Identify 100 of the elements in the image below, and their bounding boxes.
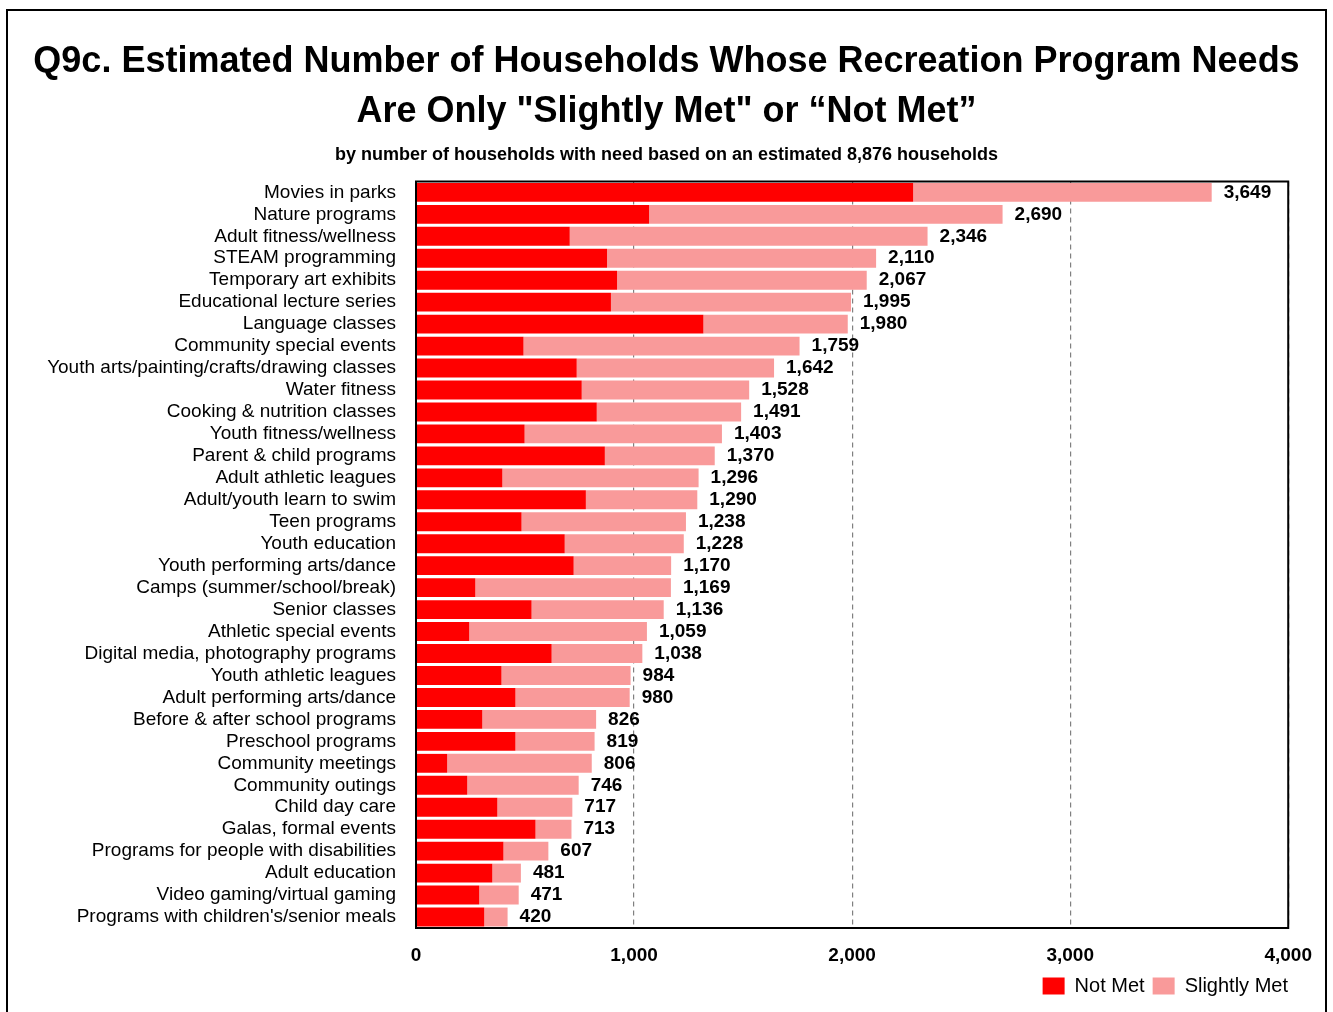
bar (484, 907, 508, 927)
bar (416, 402, 597, 422)
y-tick-label: Community special events (174, 334, 396, 356)
total-label: 2,067 (878, 268, 927, 290)
y-tick-label: Video gaming/virtual gaming (156, 883, 396, 905)
y-tick-label: Movies in parks (264, 180, 396, 202)
bar (416, 556, 574, 576)
bar (535, 819, 572, 839)
bar (416, 687, 516, 707)
bar (576, 358, 775, 378)
total-label: 1,370 (726, 444, 775, 466)
x-tick-label: 1,000 (610, 943, 658, 965)
bar (913, 182, 1212, 202)
bar (703, 314, 848, 334)
bar (585, 490, 698, 510)
y-tick-label: Camps (summer/school/break) (136, 575, 396, 597)
total-label: 1,136 (675, 597, 724, 619)
bar (447, 753, 592, 773)
bar (501, 666, 631, 685)
bar (416, 841, 504, 861)
bar (515, 731, 595, 751)
y-tick-label: Educational lecture series (178, 290, 396, 312)
bar (617, 270, 867, 290)
total-label: 806 (603, 751, 636, 773)
bar (416, 468, 503, 488)
bar (416, 358, 577, 378)
total-label: 1,995 (863, 290, 911, 312)
chart-subtitle: by number of households with need based on an estimated 8,876 households (333, 143, 1000, 165)
bar (551, 644, 643, 663)
bar (502, 468, 699, 488)
bar (416, 600, 532, 620)
y-tick-label: Adult/youth learn to swim (183, 488, 396, 510)
total-label: 1,403 (733, 422, 782, 444)
legend-label: Slightly Met (1184, 973, 1289, 996)
bar (416, 753, 448, 773)
y-tick-label: Temporary art exhibits (209, 268, 396, 290)
x-tick-label: 0 (410, 943, 422, 965)
total-label: 1,528 (761, 378, 809, 400)
bar (503, 841, 549, 861)
y-tick-label: Youth arts/painting/crafts/drawing classes (47, 356, 396, 378)
bar (573, 556, 672, 576)
bar (416, 644, 552, 663)
y-tick-label: Parent & child programs (192, 444, 396, 466)
y-tick-label: Language classes (242, 312, 396, 334)
bar (416, 314, 704, 334)
bar (564, 534, 684, 554)
bar (416, 204, 650, 224)
total-label: 984 (642, 663, 675, 685)
bar (569, 226, 928, 246)
bar (416, 907, 485, 927)
bar (416, 578, 476, 598)
bar (523, 336, 800, 356)
y-tick-label: Preschool programs (225, 729, 396, 751)
total-label: 746 (590, 773, 623, 795)
y-tick-label: STEAM programming (213, 246, 396, 268)
bar (416, 380, 582, 400)
y-tick-label: Programs with children's/senior meals (76, 905, 396, 927)
bar (416, 534, 565, 554)
bar (610, 292, 852, 312)
total-label: 1,228 (695, 531, 744, 553)
bar (416, 446, 605, 466)
bar (416, 182, 914, 202)
y-tick-label: Adult athletic leagues (215, 466, 396, 488)
bar (497, 797, 573, 817)
total-label: 1,290 (709, 488, 757, 510)
bar (416, 512, 522, 532)
x-tick-label: 2,000 (828, 943, 876, 965)
bar (416, 622, 470, 641)
bar (515, 687, 630, 707)
total-label: 2,346 (939, 224, 988, 246)
y-tick-label: Senior classes (272, 597, 396, 619)
total-label: 1,038 (654, 641, 702, 663)
y-tick-label: Galas, formal events (221, 817, 396, 839)
bar (581, 380, 750, 400)
bar (521, 512, 686, 532)
total-label: 980 (641, 685, 674, 707)
chart-title: Q9c. Estimated Number of Households Whose Recreation Program Needs Are Only "Slightly Met" or “Not Met” (32, 38, 1301, 132)
y-tick-label: Youth performing arts/dance (157, 553, 396, 575)
y-tick-label: Before & after school programs (133, 707, 396, 729)
total-label: 1,759 (811, 334, 860, 356)
bar (649, 204, 1003, 224)
y-tick-label: Youth athletic leagues (210, 663, 396, 685)
bar (596, 402, 742, 422)
y-tick-label: Community outings (233, 773, 396, 795)
bar (416, 775, 468, 795)
bar (492, 863, 521, 883)
y-tick-label: Youth education (260, 531, 396, 553)
total-label: 2,690 (1014, 202, 1063, 224)
total-label: 826 (608, 707, 640, 729)
total-label: 1,296 (710, 466, 759, 488)
y-tick-label: Adult education (265, 861, 396, 883)
total-label: 607 (560, 839, 593, 861)
bar (416, 709, 483, 729)
bar (416, 248, 608, 268)
bar (416, 731, 516, 751)
y-tick-label: Water fitness (285, 378, 396, 400)
total-label: 420 (519, 905, 552, 927)
bar (604, 446, 715, 466)
x-tick-label: 4,000 (1264, 943, 1312, 965)
total-label: 1,170 (683, 553, 731, 575)
